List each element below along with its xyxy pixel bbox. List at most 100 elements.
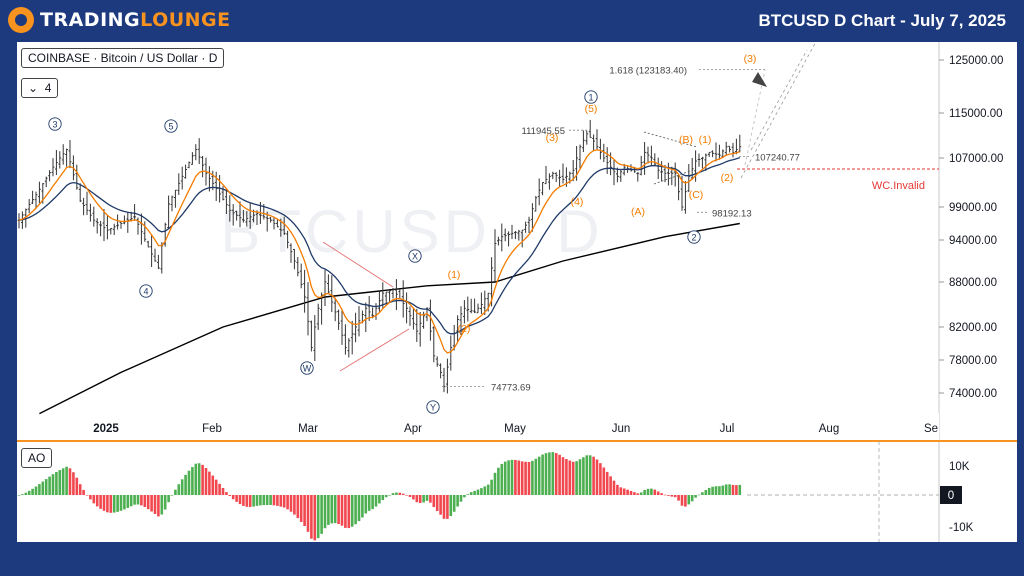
ao-bar bbox=[660, 493, 663, 495]
brand-logo[interactable]: TRADINGLOUNGE bbox=[8, 6, 231, 34]
wave-label-blue: Y bbox=[426, 400, 440, 414]
ao-bar bbox=[435, 495, 439, 512]
ao-bar bbox=[466, 494, 470, 495]
ao-bar bbox=[473, 490, 476, 495]
x-tick-label: Apr bbox=[404, 423, 422, 435]
ao-bar bbox=[558, 454, 561, 495]
ao-bar bbox=[123, 495, 126, 510]
ao-bar bbox=[697, 494, 701, 496]
ao-indicator-label[interactable]: AO bbox=[21, 448, 53, 468]
ao-bar bbox=[456, 495, 459, 507]
indicator-collapse-button[interactable]: ⌄ 4 bbox=[21, 78, 59, 98]
ao-bar bbox=[184, 474, 187, 495]
symbol-label[interactable]: COINBASE · Bitcoin / US Dollar · D bbox=[21, 48, 225, 68]
ao-bar bbox=[405, 494, 408, 496]
projection-channel-upper bbox=[740, 42, 817, 179]
ao-bar bbox=[388, 494, 391, 496]
ao-bar bbox=[17, 495, 21, 496]
ao-bar bbox=[235, 495, 238, 502]
chart-title: BTCUSD D Chart - July 7, 2025 bbox=[758, 11, 1006, 30]
ao-bar bbox=[163, 495, 167, 510]
ao-bar bbox=[503, 461, 507, 495]
ao-bar bbox=[208, 471, 211, 495]
time-axis-band bbox=[17, 413, 939, 441]
wave-label-blue: 4 bbox=[139, 284, 153, 298]
ao-bar bbox=[204, 467, 208, 495]
wave-label-orange: (B) bbox=[679, 134, 693, 146]
ao-bar bbox=[146, 495, 150, 510]
ao-bar bbox=[639, 492, 643, 495]
svg-text:3: 3 bbox=[52, 120, 57, 130]
ao-bar bbox=[653, 489, 657, 495]
ao-bar bbox=[408, 495, 412, 497]
ao-bar bbox=[262, 495, 266, 506]
ao-bar bbox=[337, 495, 340, 525]
svg-text:W: W bbox=[303, 364, 312, 374]
ao-bar bbox=[187, 470, 191, 495]
abc-line-top bbox=[643, 131, 698, 148]
trendline-upper bbox=[322, 241, 394, 288]
ao-bar bbox=[293, 495, 296, 515]
ao-bar bbox=[238, 495, 242, 505]
chart-panel[interactable]: BTCUSD - D WC.Invalid 111945.55 107240.77 98… bbox=[17, 42, 1017, 542]
wave-label-blue: 5 bbox=[164, 119, 178, 133]
x-tick-label: May bbox=[504, 423, 526, 435]
ao-bar bbox=[602, 467, 606, 495]
wave-label-orange: (3) bbox=[744, 53, 757, 65]
ao-bar bbox=[629, 490, 633, 495]
price-level-label: 111945.55 bbox=[522, 126, 566, 137]
ao-bar bbox=[116, 495, 119, 512]
ao-bar bbox=[191, 467, 194, 495]
ao-bar bbox=[65, 466, 68, 495]
ao-bar bbox=[136, 495, 140, 505]
ao-bar bbox=[299, 495, 303, 522]
ao-bar bbox=[51, 474, 55, 495]
ao-bar bbox=[422, 495, 425, 503]
ao-bar bbox=[357, 495, 361, 522]
ao-bar bbox=[656, 491, 660, 495]
ao-bar bbox=[452, 495, 456, 512]
ao-bar bbox=[599, 463, 602, 495]
ao-bar bbox=[75, 477, 79, 495]
ao-bar bbox=[221, 487, 225, 495]
ao-bar bbox=[694, 495, 697, 498]
svg-text:1: 1 bbox=[588, 93, 593, 103]
header-bar: TRADINGLOUNGE BTCUSD D Chart - July 7, 2… bbox=[0, 0, 1024, 40]
x-tick-label: Jun bbox=[612, 423, 631, 435]
ao-bar bbox=[374, 495, 378, 507]
ao-bar bbox=[425, 495, 429, 501]
ao-bar bbox=[398, 492, 402, 495]
ao-bar bbox=[565, 459, 568, 495]
projection-arrow-icon bbox=[752, 72, 767, 87]
ao-bar bbox=[276, 495, 279, 506]
svg-text:4: 4 bbox=[143, 287, 148, 297]
ao-bar bbox=[497, 467, 500, 495]
ao-bar bbox=[78, 484, 82, 495]
wave-label-blue: W bbox=[300, 361, 314, 375]
chart-svg[interactable]: BTCUSD - DWC.Invalid111945.55107240.7798… bbox=[17, 42, 1017, 542]
ao-bar bbox=[673, 495, 677, 498]
ao-bar bbox=[303, 495, 306, 526]
wave-label-blue: X bbox=[408, 249, 422, 263]
price-level-label: 1.618 (123183.40) bbox=[609, 66, 687, 77]
x-tick-label: Aug bbox=[819, 423, 839, 435]
wave-label-orange: (A) bbox=[631, 206, 645, 218]
ao-bar bbox=[245, 495, 249, 507]
ao-bar bbox=[622, 488, 626, 495]
ao-bar bbox=[670, 495, 674, 497]
ao-bar bbox=[85, 494, 89, 496]
ao-bar bbox=[724, 484, 728, 495]
ao-bar bbox=[721, 485, 725, 495]
ao-bar bbox=[340, 495, 344, 526]
ao-histogram bbox=[17, 452, 742, 541]
x-tick-label: Mar bbox=[298, 423, 318, 435]
ao-bar bbox=[429, 495, 432, 503]
wave-label-orange: (C) bbox=[689, 189, 704, 201]
ao-bar bbox=[367, 495, 371, 511]
ao-bar bbox=[588, 455, 592, 495]
ao-bar bbox=[112, 495, 116, 513]
indicator-count: 4 bbox=[44, 81, 52, 95]
ao-bar bbox=[24, 492, 28, 495]
ao-bar bbox=[514, 459, 517, 495]
ao-bar bbox=[415, 495, 419, 503]
